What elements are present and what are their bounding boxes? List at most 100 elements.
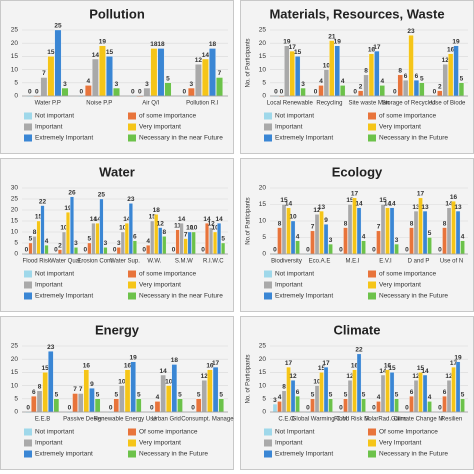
bar	[385, 369, 390, 413]
legend-label: Very important	[139, 440, 181, 447]
bar	[295, 56, 301, 97]
bar	[120, 231, 125, 255]
bar	[300, 87, 306, 97]
bar	[455, 210, 461, 255]
bar	[418, 372, 423, 413]
x-tick-label: Noise P.P	[86, 101, 112, 107]
value-label: 0	[273, 247, 277, 254]
x-tick-label: Water Qual.	[50, 259, 82, 265]
y-tick-label: 5	[262, 80, 266, 87]
bar	[290, 220, 296, 255]
legend-label: Not important	[275, 271, 314, 278]
value-label: 0	[438, 247, 442, 254]
value-label: 19	[99, 39, 107, 46]
chart-panel: Materials, Resources, Waste No. of Partic…	[240, 0, 474, 154]
bar	[188, 87, 195, 97]
x-tick-label: E.E.B	[35, 417, 50, 423]
value-label: 3	[63, 81, 67, 88]
value-label: 18	[171, 357, 179, 364]
bar	[205, 223, 210, 255]
bar	[87, 242, 92, 255]
value-label: 4	[296, 234, 300, 241]
legend-label: of some importance	[139, 271, 196, 278]
value-label: 21	[328, 33, 336, 40]
y-tick-label: 25	[259, 343, 267, 350]
bar	[195, 64, 202, 97]
legend-label: Very important	[379, 282, 421, 289]
y-tick-label: 20	[259, 356, 267, 363]
y-tick-label: 15	[11, 369, 19, 376]
legend-swatch	[368, 112, 376, 120]
legend-label: Necessary in the near Future	[139, 135, 223, 142]
bar	[319, 372, 324, 413]
value-label: 12	[445, 373, 453, 380]
value-label: 6	[443, 389, 447, 396]
value-label: 3	[104, 240, 108, 247]
value-label: 8	[33, 229, 37, 236]
x-tick-label: Global Warming C.M	[292, 417, 347, 423]
value-label: 0	[405, 405, 409, 412]
value-label: 0	[26, 405, 30, 412]
bar	[40, 77, 48, 97]
value-label: 0	[353, 89, 357, 96]
value-label: 14	[379, 368, 387, 375]
value-label: 10	[313, 378, 321, 385]
legend-swatch	[264, 112, 272, 120]
value-label: 12	[195, 57, 203, 64]
bar	[446, 380, 452, 413]
y-tick-label: 0	[14, 409, 18, 416]
value-label: 19	[452, 39, 460, 46]
x-tick-label: Urban Grid	[152, 417, 181, 423]
value-label: 8	[344, 220, 348, 227]
y-axis-label: No. of Participants	[246, 354, 252, 403]
x-tick-label: Biodiversity	[271, 259, 302, 265]
value-label: 16	[447, 46, 455, 53]
legend-swatch	[128, 292, 136, 300]
bar	[65, 212, 70, 255]
bar	[154, 401, 161, 413]
y-tick-label: 15	[259, 201, 267, 208]
value-label: 8	[162, 229, 166, 236]
bar	[277, 401, 282, 413]
bar	[92, 58, 99, 97]
legend-label: Important	[35, 440, 63, 447]
bar	[164, 82, 172, 97]
legend-label: Necessary in the Future	[379, 293, 448, 300]
y-axis-label: No. of Participants	[246, 38, 252, 87]
value-label: 6	[133, 234, 137, 241]
bar	[460, 398, 465, 413]
chart-title: Ecology	[332, 164, 383, 179]
value-label: 0	[191, 405, 195, 412]
bar	[437, 90, 443, 97]
legend-label: Not Important	[275, 429, 315, 436]
bar	[442, 64, 448, 97]
bar	[289, 50, 295, 97]
bar	[422, 210, 428, 255]
legend-label: Very important	[139, 124, 181, 131]
value-label: 19	[334, 39, 342, 46]
x-tick-label: Use of Biode	[431, 101, 466, 107]
value-label: 0	[438, 405, 442, 412]
value-label: 5	[461, 392, 465, 399]
x-tick-label: Water Sup.	[110, 259, 140, 265]
bar	[40, 205, 45, 255]
value-label: 0	[372, 405, 376, 412]
legend-swatch	[264, 123, 272, 131]
value-label: 0	[339, 405, 343, 412]
bar	[408, 35, 414, 97]
value-label: 14	[216, 216, 224, 223]
bar	[61, 87, 69, 97]
legend-label: Extremely Important	[275, 293, 333, 300]
legend-label: Necessary in the near Future	[139, 293, 223, 300]
y-tick-label: 0	[14, 251, 18, 258]
legend-label: Important	[275, 124, 303, 131]
bar	[310, 230, 315, 255]
bar	[379, 85, 385, 97]
bar	[413, 80, 420, 97]
bar	[343, 398, 348, 413]
value-label: 6	[296, 389, 300, 396]
y-tick-label: 5	[14, 396, 18, 403]
value-label: 0	[433, 89, 437, 96]
value-label: 12	[207, 220, 215, 227]
